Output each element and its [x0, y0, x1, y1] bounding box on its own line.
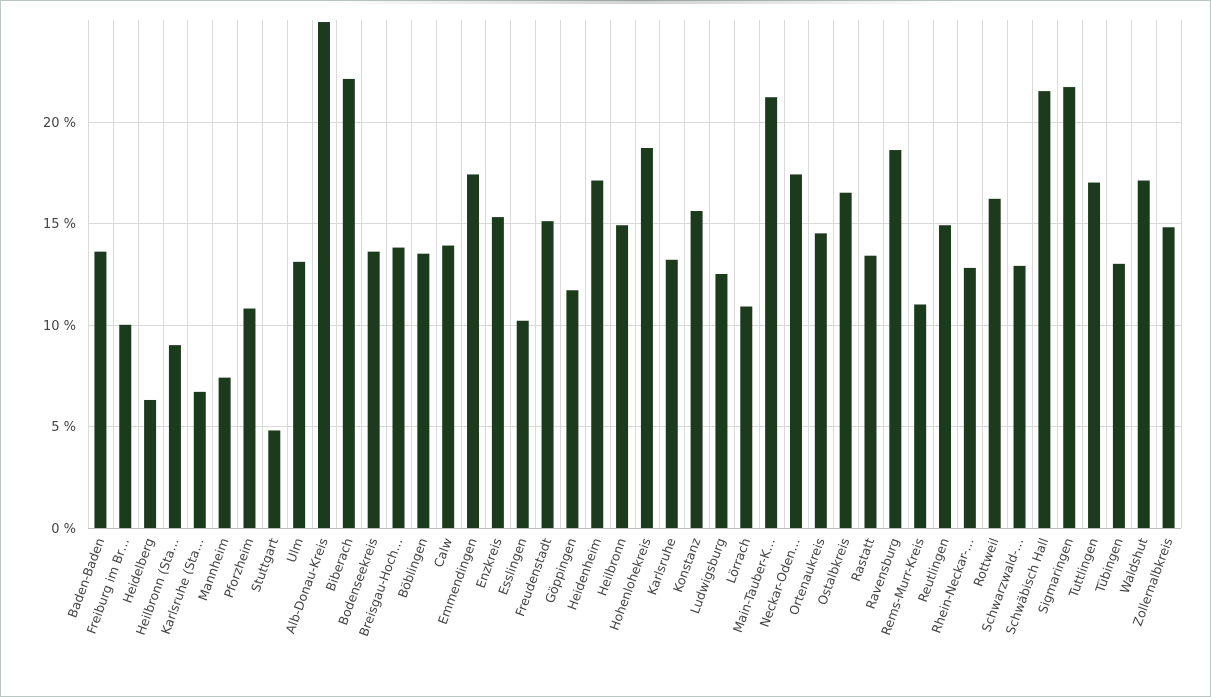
bar — [814, 233, 827, 529]
bar — [1112, 263, 1125, 528]
bar — [144, 399, 157, 528]
bar — [541, 221, 554, 529]
bar — [591, 180, 604, 528]
bar — [939, 225, 952, 529]
bar — [1038, 91, 1051, 529]
bar — [1063, 87, 1076, 528]
y-tick-label: 15 % — [43, 217, 76, 232]
bar — [119, 324, 132, 528]
bar — [168, 345, 181, 528]
bar — [789, 174, 802, 528]
bar — [740, 306, 753, 528]
bar — [640, 148, 653, 528]
x-tick-label: Ulm — [283, 536, 306, 564]
bar — [491, 217, 504, 528]
bar — [839, 192, 852, 528]
bar — [193, 391, 206, 528]
bar — [342, 78, 355, 529]
bar — [218, 377, 231, 528]
bar — [665, 259, 678, 528]
bar — [367, 251, 380, 528]
bar — [1162, 227, 1175, 528]
bar — [94, 251, 107, 528]
top-shadow-divider — [320, 0, 960, 4]
bars-layer — [94, 22, 1175, 529]
bar — [690, 211, 703, 528]
bar — [1088, 182, 1101, 528]
bar — [317, 22, 330, 529]
bar — [864, 255, 877, 528]
bar — [715, 274, 728, 528]
bar — [243, 308, 256, 528]
y-tick-label: 20 % — [43, 116, 76, 131]
x-tick-label: Calw — [431, 536, 455, 569]
bar — [1013, 265, 1026, 528]
bar — [293, 261, 306, 528]
bar — [616, 225, 629, 529]
bar — [516, 320, 529, 528]
bar — [442, 245, 455, 529]
y-tick-labels: 0 % 5 % 10 % 15 % 20 % — [43, 116, 76, 537]
bar — [988, 198, 1001, 528]
y-tick-label: 0 % — [51, 522, 76, 537]
bar — [566, 290, 579, 528]
bar — [268, 430, 281, 528]
bar — [765, 97, 778, 528]
bar — [889, 150, 902, 529]
bar — [914, 304, 927, 528]
y-tick-label: 10 % — [43, 319, 76, 334]
bar — [467, 174, 480, 528]
bar — [392, 247, 405, 528]
y-tick-label: 5 % — [51, 420, 76, 435]
bar — [417, 253, 430, 528]
bar — [1137, 180, 1150, 528]
bar — [963, 267, 976, 528]
